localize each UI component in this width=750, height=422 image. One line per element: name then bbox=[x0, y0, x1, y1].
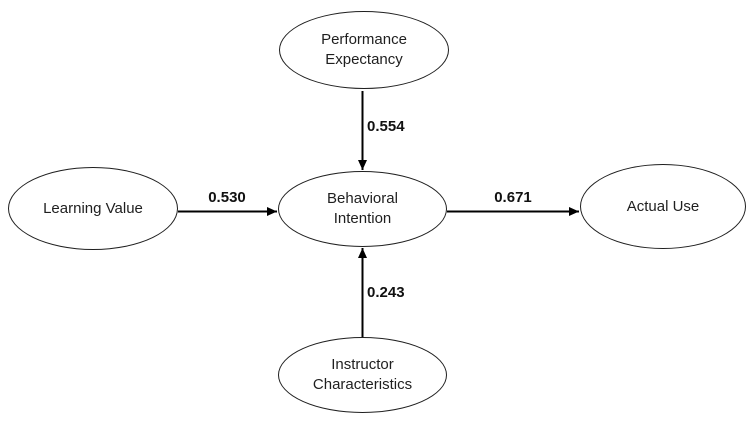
edge-coefficient-learning-to-intention: 0.530 bbox=[208, 189, 246, 206]
node-label: Learning Value bbox=[43, 199, 143, 217]
edge-coefficient-performance-to-intention: 0.554 bbox=[367, 118, 405, 135]
node-performance-expectancy: Performance Expectancy bbox=[279, 11, 449, 89]
node-label: Instructor Characteristics bbox=[312, 356, 413, 393]
node-actual-use: Actual Use bbox=[580, 164, 746, 249]
node-learning-value: Learning Value bbox=[8, 167, 178, 250]
node-instructor-characteristics: Instructor Characteristics bbox=[278, 337, 447, 413]
node-label: Behavioral Intention bbox=[327, 190, 398, 227]
node-label: Actual Use bbox=[626, 197, 700, 215]
edge-coefficient-instructor-to-intention: 0.243 bbox=[367, 284, 405, 301]
edge-coefficient-intention-to-actual: 0.671 bbox=[494, 189, 532, 206]
node-behavioral-intention: Behavioral Intention bbox=[278, 171, 447, 247]
node-label: Performance Expectancy bbox=[321, 31, 407, 68]
